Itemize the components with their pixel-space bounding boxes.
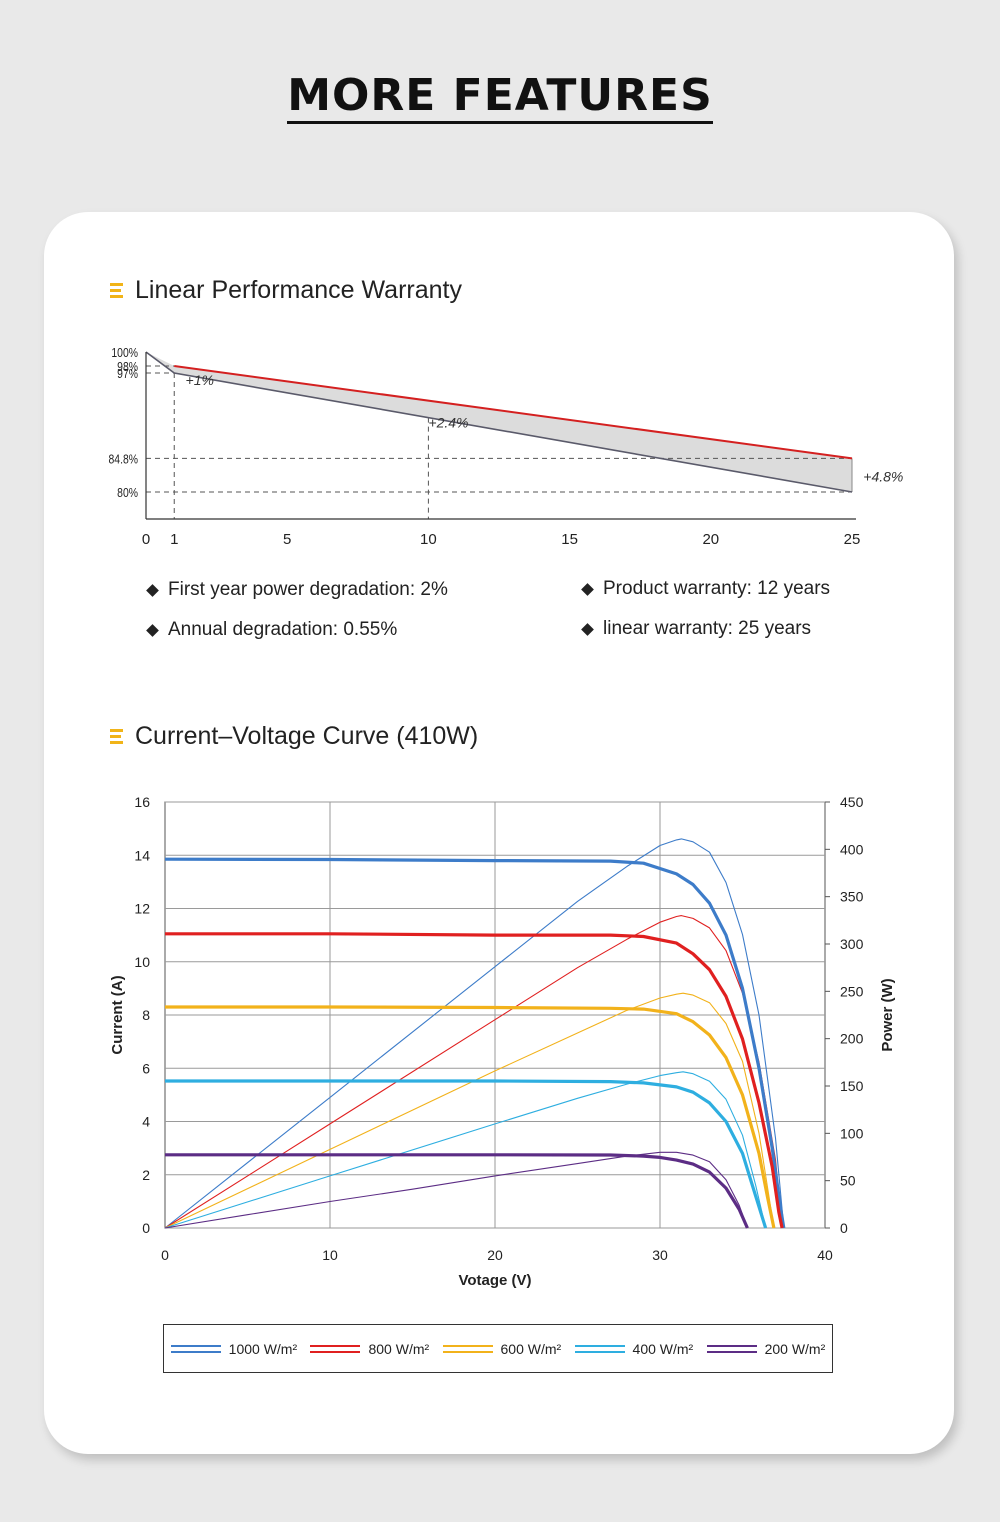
y2-tick-label: 50 [840,1173,856,1189]
warranty-line [174,365,853,460]
x-tick-label: 20 [702,531,719,548]
power-curve-0 [164,838,785,1229]
bullet-linear-warranty: linear warranty: 25 years [581,609,830,649]
x-tick-label: 1 [170,531,178,548]
iv-heading-text: Current–Voltage Curve (410W) [135,722,479,750]
bullet-product-warranty: Product warranty: 12 years [581,569,830,609]
legend-item: 1000 W/m² [170,1340,298,1357]
legend-item: 600 W/m² [442,1340,562,1357]
legend-label: 800 W/m² [368,1340,430,1357]
diamond-icon [146,583,159,597]
iv-chart: 0246810121416050100150200250300350400450… [109,794,896,1289]
iv-legend: 1000 W/m² 800 W/m² 600 W/m² 400 W/m² 200 W/m… [163,1324,833,1373]
y-tick-label: 8 [142,1007,150,1023]
x-tick-label: 5 [283,531,291,548]
iv-heading: Current–Voltage Curve (410W) [110,722,478,751]
warranty-band [146,352,852,492]
y-tick-label: 12 [134,901,150,917]
y2-axis-title: Power (W) [879,978,896,1051]
x-tick-label: 0 [142,531,150,548]
list-icon [110,729,123,744]
diamond-icon [581,622,594,636]
legend-item: 400 W/m² [574,1340,694,1357]
y-tick-label: 14 [134,847,150,863]
y-tick-label: 100% [111,346,138,360]
features-card: Linear Performance Warranty 100% 98% 97% 84… [44,212,954,1454]
y-tick-label: 80% [117,486,138,500]
x-tick-label: 40 [817,1247,833,1263]
y-tick-label: 2 [142,1167,150,1183]
legend-swatch [170,1344,221,1353]
legend-item: 200 W/m² [706,1340,826,1357]
y-tick-label: 0 [142,1220,150,1236]
y2-tick-label: 400 [840,841,864,857]
bullet-annual: Annual degradation: 0.55% [146,610,448,650]
current-curve-4 [165,1153,749,1229]
warranty-bullets-left: First year power degradation: 2% Annual … [146,570,448,650]
x-tick-label: 30 [652,1247,668,1263]
x-tick-label: 10 [420,531,437,548]
warranty-chart: 100%98%97%84.8%80%0 1 5 10 15 20 25+1%+2.4%+4.… [109,346,904,548]
x-tick-label: 15 [561,531,578,548]
list-icon [110,283,123,298]
annotation-label: +1% [186,372,214,388]
annotation-label: +4.8% [863,469,903,485]
legend-swatch [310,1344,361,1353]
current-curve-0 [164,857,786,1229]
x-tick-label: 0 [161,1247,169,1263]
legend-swatch [706,1344,757,1353]
y2-tick-label: 350 [840,889,864,905]
y-tick-label: 16 [134,794,150,810]
legend-label: 1000 W/m² [228,1340,298,1357]
x-tick-label: 10 [322,1247,338,1263]
x-axis-title: Votage (V) [458,1272,531,1289]
y2-tick-label: 100 [840,1125,864,1141]
power-curve-3 [164,1071,767,1229]
current-curve-1 [165,932,784,1229]
legend-label: 400 W/m² [632,1340,694,1357]
diamond-icon [581,582,594,596]
y2-tick-label: 150 [840,1078,864,1094]
x-tick-label: 25 [844,531,861,548]
y-tick-label: 4 [142,1114,150,1130]
legend-label: 200 W/m² [764,1340,826,1357]
y-tick-label: 10 [134,954,150,970]
annotation-label: +2.4% [428,415,468,431]
current-curve-3 [165,1079,768,1229]
y-tick-label: 97% [117,367,138,381]
legend-item: 800 W/m² [310,1341,429,1357]
y2-tick-label: 0 [840,1220,848,1236]
y-tick-label: 98% [117,360,138,374]
y-tick-label: 84.8% [109,452,139,466]
legend-label: 600 W/m² [500,1340,562,1357]
x-tick-label: 20 [487,1247,503,1263]
warranty-heading-text: Linear Performance Warranty [135,276,462,304]
warranty-bullets-right: Product warranty: 12 years linear warran… [581,569,830,649]
y2-tick-label: 250 [840,983,864,999]
guaranteed-line [145,351,853,493]
legend-swatch [574,1344,625,1353]
y2-tick-label: 200 [840,1031,864,1047]
page-title: MORE FEATURES [0,70,1000,124]
bullet-first-year: First year power degradation: 2% [146,570,448,610]
current-curve-2 [165,1005,776,1229]
warranty-heading: Linear Performance Warranty [110,276,462,305]
power-curve-4 [164,1151,748,1229]
y-tick-label: 6 [142,1060,150,1076]
y-axis-title: Current (A) [109,975,126,1054]
y2-tick-label: 300 [840,936,864,952]
diamond-icon [146,623,159,637]
power-curve-2 [164,992,775,1229]
y2-tick-label: 450 [840,794,864,810]
legend-swatch [442,1344,493,1353]
